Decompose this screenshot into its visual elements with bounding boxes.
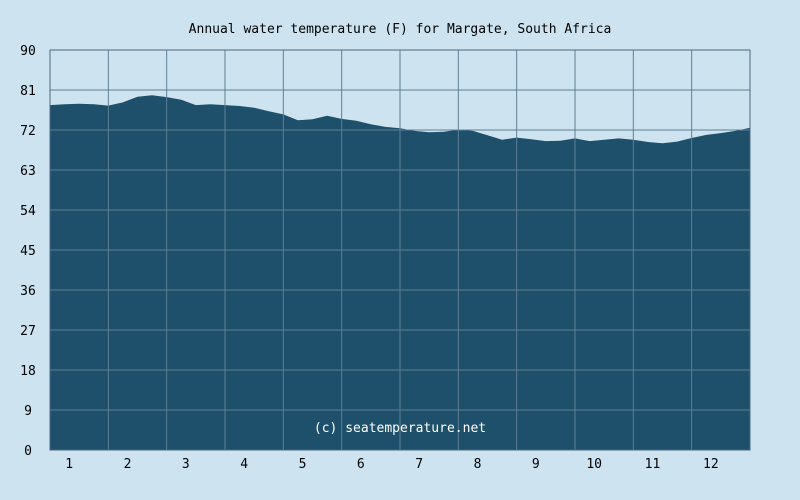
x-tick-label: 12 bbox=[703, 457, 719, 472]
x-tick-label: 11 bbox=[645, 457, 661, 472]
x-tick-label: 6 bbox=[357, 457, 365, 472]
watermark: (c) seatemperature.net bbox=[314, 421, 486, 436]
y-tick-label: 81 bbox=[20, 84, 36, 99]
x-tick-label: 1 bbox=[65, 457, 73, 472]
y-axis: 0 9 18 27 36 45 54 63 72 81 90 bbox=[20, 44, 36, 459]
plot-frame bbox=[49, 49, 751, 451]
x-tick-label: 7 bbox=[415, 457, 423, 472]
y-tick-label: 72 bbox=[20, 124, 36, 139]
x-axis: 1 2 3 4 5 6 7 8 9 10 11 12 bbox=[65, 457, 718, 472]
x-tick-label: 3 bbox=[182, 457, 190, 472]
y-tick-label: 27 bbox=[20, 324, 36, 339]
plot-area bbox=[49, 49, 751, 451]
y-tick-label: 90 bbox=[20, 44, 36, 59]
x-tick-label: 5 bbox=[299, 457, 307, 472]
y-tick-label: 9 bbox=[24, 404, 32, 419]
y-tick-label: 63 bbox=[20, 164, 36, 179]
y-tick-label: 54 bbox=[20, 204, 36, 219]
x-tick-label: 2 bbox=[124, 457, 132, 472]
x-tick-label: 4 bbox=[240, 457, 248, 472]
chart-title: Annual water temperature (F) for Margate… bbox=[189, 22, 612, 37]
x-tick-label: 9 bbox=[532, 457, 540, 472]
x-tick-label: 10 bbox=[586, 457, 602, 472]
y-tick-label: 45 bbox=[20, 244, 36, 259]
y-tick-label: 18 bbox=[20, 364, 36, 379]
y-tick-label: 36 bbox=[20, 284, 36, 299]
x-tick-label: 8 bbox=[474, 457, 482, 472]
y-tick-label: 0 bbox=[24, 444, 32, 459]
